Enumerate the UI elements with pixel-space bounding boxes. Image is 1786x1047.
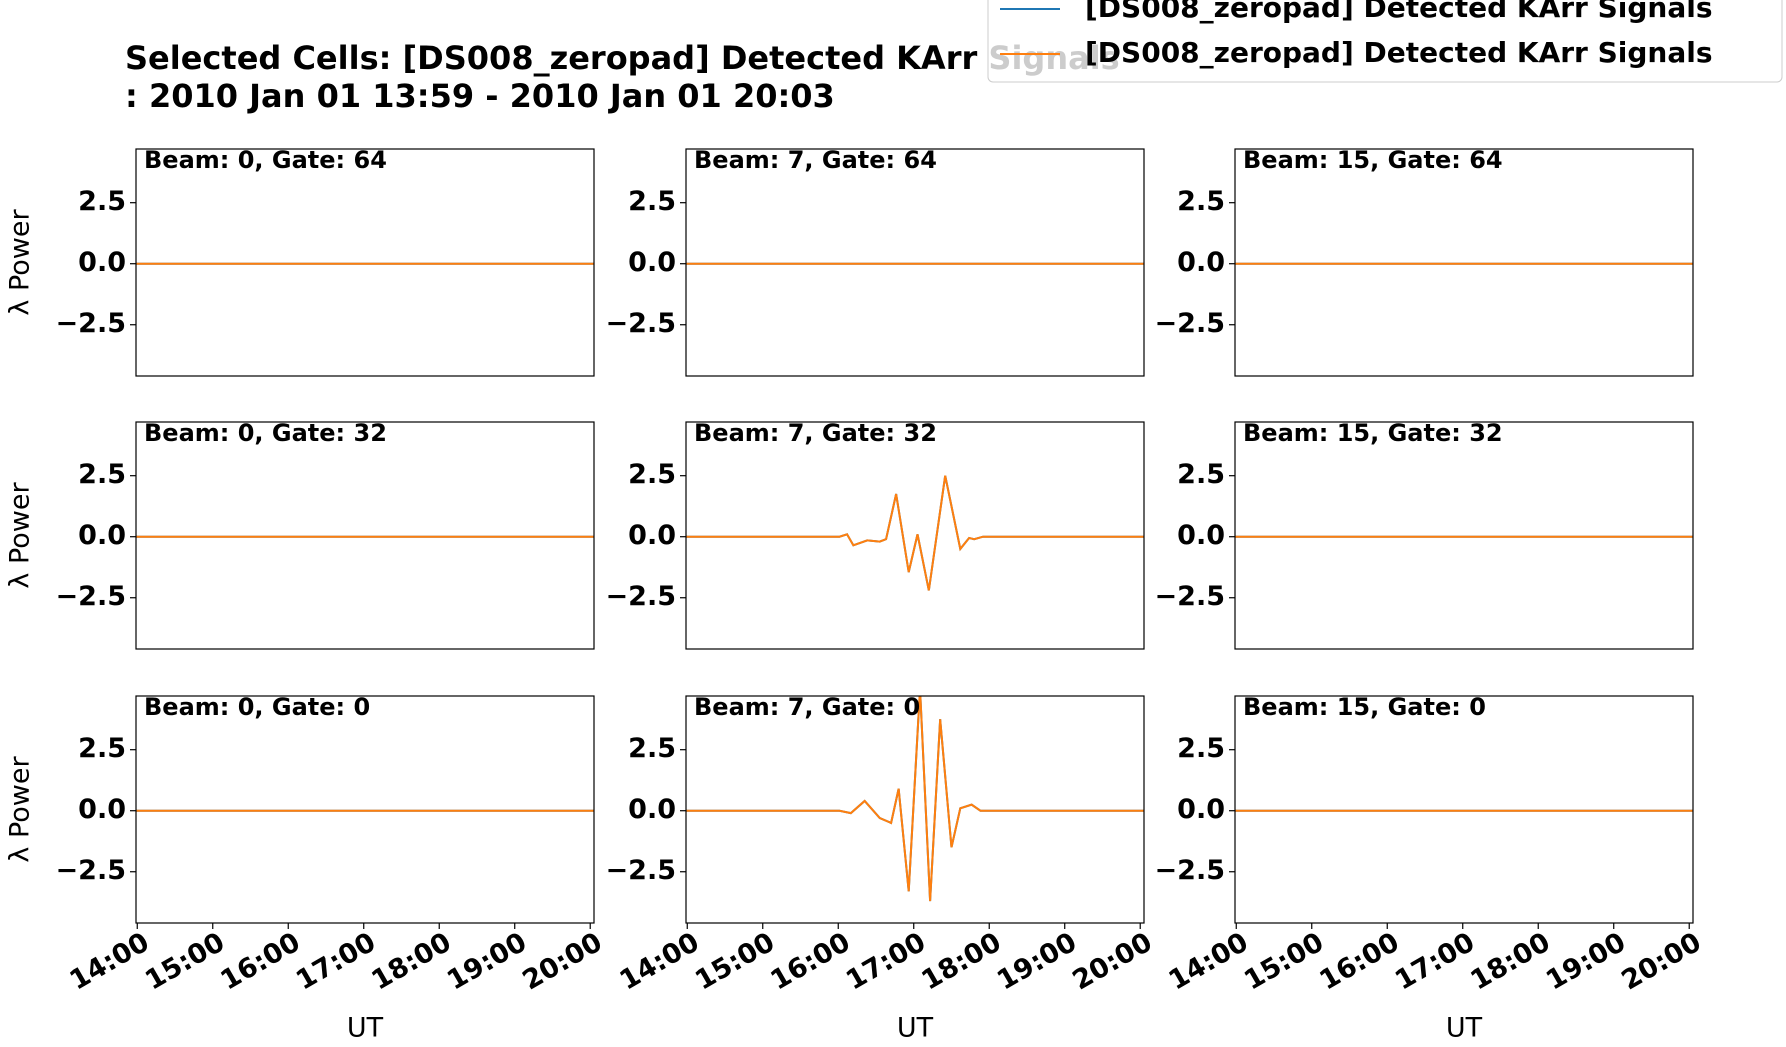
x-tick-label: 15:00 [140,927,230,997]
y-tick-label: 2.5 [78,186,126,217]
subplot: Beam: 0, Gate: 0 −2.5 0.0 2.5 λ Power 14:0015… [5,693,608,1044]
y-tick-label: 0.0 [78,247,126,278]
x-tick-label: 19:00 [1541,927,1631,997]
x-tick-label: 18:00 [1466,927,1556,997]
x-tick-label: 20:00 [518,927,608,997]
y-tick-label: −2.5 [1155,855,1225,886]
plot-frame [135,421,595,650]
y-tick-label: 0.0 [78,520,126,551]
figure-title: Selected Cells: [DS008_zeropad] Detected… [125,39,1120,77]
y-tick-label: 0.0 [628,520,676,551]
x-tick-label: 20:00 [1617,927,1707,997]
x-axis-label: UT [1446,1013,1483,1044]
x-tick-label: 18:00 [367,927,457,997]
x-axis-label: UT [897,1013,934,1044]
plot-frame [685,695,1145,924]
subplot: Beam: 15, Gate: 64 −2.5 0.0 2.5 [1155,146,1694,377]
x-tick-label: 17:00 [841,927,931,997]
y-tick-label: 0.0 [628,247,676,278]
plot-frame [1234,695,1694,924]
subplot: Beam: 15, Gate: 0 −2.5 0.0 2.5 14:0015:0016:… [1155,693,1707,1044]
y-tick-label: 2.5 [1177,186,1225,217]
subplot-title: Beam: 7, Gate: 0 [694,693,920,721]
y-axis-label: λ Power [5,482,36,589]
subplot: Beam: 7, Gate: 64 −2.5 0.0 2.5 [606,146,1145,377]
subplot-title: Beam: 0, Gate: 0 [144,693,370,721]
subplot-title: Beam: 7, Gate: 32 [694,419,937,447]
y-tick-label: 2.5 [628,459,676,490]
figure-subtitle: : 2010 Jan 01 13:59 - 2010 Jan 01 20:03 [125,77,835,115]
y-tick-label: 2.5 [78,459,126,490]
y-tick-label: −2.5 [606,581,676,612]
x-tick-label: 14:00 [65,927,155,997]
plot-frame [685,421,1145,650]
y-axis-label: λ Power [5,209,36,316]
y-tick-label: 0.0 [628,794,676,825]
y-tick-label: −2.5 [56,855,126,886]
subplot: Beam: 0, Gate: 64 −2.5 0.0 2.5 λ Power [5,146,595,377]
x-tick-label: 19:00 [442,927,532,997]
y-tick-label: −2.5 [606,308,676,339]
x-axis-label: UT [347,1013,384,1044]
plot-frame [1234,421,1694,650]
x-tick-label: 20:00 [1068,927,1158,997]
y-tick-label: 2.5 [628,186,676,217]
plot-frame [135,695,595,924]
legend-label: [DS008_zeropad] Detected KArr Signals [1085,36,1713,69]
y-tick-label: 0.0 [1177,520,1225,551]
subplot: Beam: 15, Gate: 32 −2.5 0.0 2.5 [1155,419,1694,650]
plot-frame [685,148,1145,377]
x-tick-label: 16:00 [766,927,856,997]
series-line [686,696,1144,902]
subplot: Beam: 0, Gate: 32 −2.5 0.0 2.5 λ Power [5,419,595,650]
subplot-title: Beam: 15, Gate: 0 [1243,693,1486,721]
x-tick-label: 19:00 [992,927,1082,997]
x-tick-label: 16:00 [1315,927,1405,997]
x-tick-label: 15:00 [690,927,780,997]
x-tick-label: 18:00 [917,927,1007,997]
subplot-title: Beam: 15, Gate: 64 [1243,146,1503,174]
x-tick-label: 17:00 [291,927,381,997]
y-tick-label: −2.5 [56,581,126,612]
y-tick-label: 0.0 [1177,247,1225,278]
y-tick-label: 0.0 [1177,794,1225,825]
subplot: Beam: 7, Gate: 0 −2.5 0.0 2.5 14:0015:0016:0… [606,693,1158,1044]
legend-box [987,0,1783,83]
x-tick-label: 15:00 [1239,927,1329,997]
x-tick-label: 17:00 [1390,927,1480,997]
y-tick-label: 2.5 [628,733,676,764]
subplot-title: Beam: 15, Gate: 32 [1243,419,1503,447]
y-tick-label: 0.0 [78,794,126,825]
x-tick-label: 14:00 [615,927,705,997]
x-tick-label: 14:00 [1164,927,1254,997]
subplot: Beam: 7, Gate: 32 −2.5 0.0 2.5 [606,419,1145,650]
plot-frame [135,148,595,377]
subplot-title: Beam: 0, Gate: 32 [144,419,387,447]
y-tick-label: 2.5 [1177,733,1225,764]
legend-label: [DS008_zeropad] Detected KArr Signals [1085,0,1713,24]
series-line [686,475,1144,591]
y-tick-label: −2.5 [606,855,676,886]
y-tick-label: 2.5 [1177,459,1225,490]
x-tick-label: 16:00 [216,927,306,997]
y-tick-label: −2.5 [1155,308,1225,339]
y-axis-label: λ Power [5,756,36,863]
subplot-title: Beam: 7, Gate: 64 [694,146,937,174]
y-tick-label: −2.5 [56,308,126,339]
subplot-title: Beam: 0, Gate: 64 [144,146,387,174]
plot-frame [1234,148,1694,377]
y-tick-label: 2.5 [78,733,126,764]
y-tick-label: −2.5 [1155,581,1225,612]
series-line [686,475,1144,591]
